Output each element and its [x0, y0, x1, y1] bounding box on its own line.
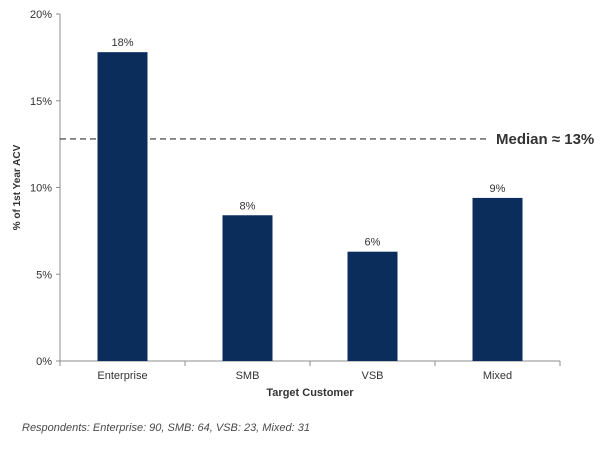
- data-label: 6%: [365, 237, 381, 249]
- y-tick-label: 5%: [36, 269, 52, 281]
- respondents-footnote: Respondents: Enterprise: 90, SMB: 64, VS…: [22, 422, 310, 434]
- labels: 0% 5% 10% 15% 20% 18% Enterprise 8% SMB 6% VSB 9% Mi…: [12, 9, 594, 399]
- bars: [97, 52, 523, 362]
- data-label: 18%: [111, 37, 133, 49]
- bar-smb: [222, 215, 273, 361]
- y-tick-label: 0%: [36, 356, 52, 368]
- bar-mixed: [472, 197, 523, 361]
- x-tick-label: Mixed: [483, 370, 512, 382]
- median-label: Median ≈ 13%: [496, 131, 594, 148]
- y-tick-label: 10%: [30, 183, 52, 195]
- bar-vsb: [347, 251, 398, 361]
- x-axis-title: Target Customer: [266, 387, 354, 399]
- bar-enterprise: [97, 52, 148, 362]
- y-axis-title: % of 1st Year ACV: [12, 144, 23, 230]
- data-label: 8%: [240, 200, 256, 212]
- x-tick-label: VSB: [361, 370, 383, 382]
- data-label: 9%: [490, 183, 506, 195]
- x-tick-label: SMB: [236, 370, 260, 382]
- y-tick-label: 15%: [30, 96, 52, 108]
- y-tick-label: 20%: [30, 9, 52, 21]
- x-tick-label: Enterprise: [97, 370, 147, 382]
